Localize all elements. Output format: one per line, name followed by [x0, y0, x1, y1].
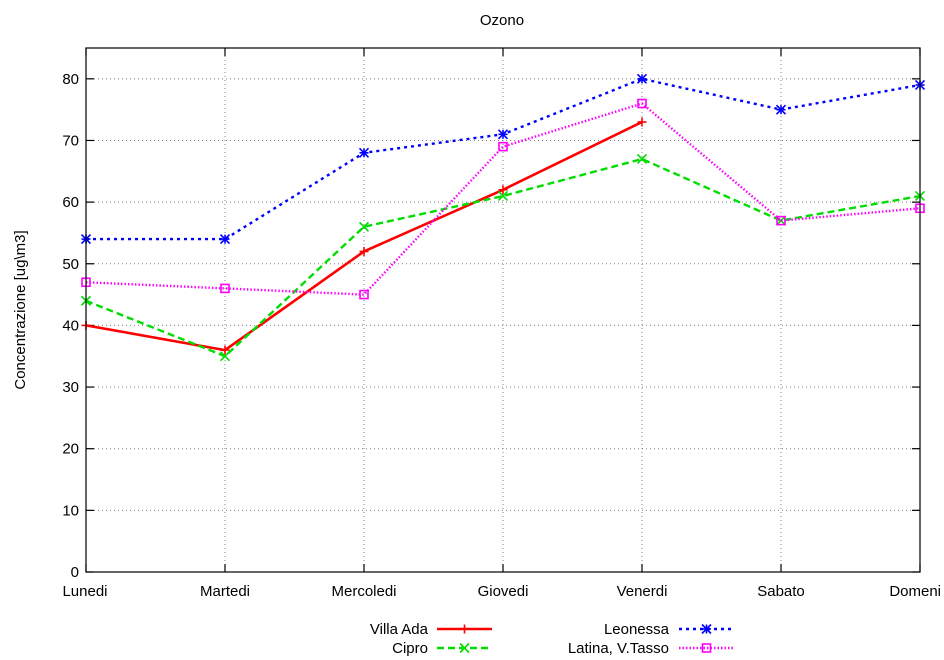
data-point [459, 642, 470, 654]
x-ticks: Lunedi Martedi Mercoledi Giovedi Venerdi Saba… [62, 48, 941, 600]
data-point [498, 185, 508, 195]
y-tick-label: 80 [62, 71, 79, 88]
data-point [497, 129, 509, 140]
data-point [358, 221, 370, 232]
data-point [636, 153, 648, 165]
data-point [460, 624, 469, 634]
legend-item: Cipro [392, 640, 492, 657]
series-line [85, 102, 921, 296]
data-point [637, 117, 647, 127]
data-point [775, 104, 787, 115]
y-axis-label: Concentrazione [ug\m3] [12, 230, 29, 389]
y-tick-label: 0 [71, 564, 79, 581]
y-ticks: 0 10 20 30 40 50 60 70 80 [62, 71, 920, 581]
series-lines [80, 73, 926, 362]
x-tick-label: Mercoledi [331, 583, 396, 600]
x-tick-label: Domeni [889, 583, 941, 600]
y-tick-label: 10 [62, 502, 79, 519]
legend-item: Latina, V.Tasso [568, 640, 734, 657]
x-tick-label: Martedi [200, 583, 250, 600]
data-point [358, 147, 370, 158]
data-point [637, 98, 647, 109]
data-point [220, 345, 230, 355]
grid-lines [86, 48, 920, 572]
data-point [701, 623, 712, 635]
legend-label: Cipro [392, 640, 428, 657]
x-tick-label: Lunedi [62, 583, 107, 600]
legend: Villa Ada Cipro Leonessa Latina, V.Tasso [370, 621, 734, 657]
data-point [636, 73, 648, 84]
x-tick-label: Sabato [757, 583, 805, 600]
y-tick-label: 50 [62, 256, 79, 273]
x-tick-label: Giovedi [478, 583, 529, 600]
data-point [219, 234, 231, 245]
data-point [359, 246, 369, 256]
data-point [219, 351, 231, 362]
y-tick-label: 20 [62, 441, 79, 458]
y-tick-label: 40 [62, 317, 79, 334]
x-tick-label: Venerdi [617, 583, 668, 600]
legend-label: Villa Ada [370, 621, 429, 638]
plot-frame [85, 47, 921, 573]
data-point [776, 215, 786, 226]
data-point [497, 190, 509, 202]
chart-title: Ozono [480, 12, 524, 29]
legend-label: Leonessa [604, 621, 670, 638]
data-point [498, 141, 508, 152]
legend-item: Villa Ada [370, 621, 492, 638]
legend-item: Leonessa [604, 621, 734, 638]
y-tick-label: 60 [62, 194, 79, 211]
data-point [359, 289, 369, 300]
data-point [220, 283, 230, 294]
legend-label: Latina, V.Tasso [568, 640, 669, 657]
y-tick-label: 70 [62, 132, 79, 149]
series-line [86, 77, 921, 241]
y-tick-label: 30 [62, 379, 79, 396]
data-point [701, 643, 712, 653]
